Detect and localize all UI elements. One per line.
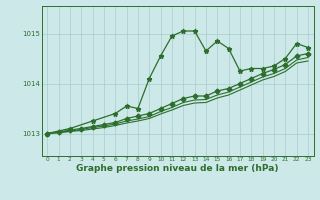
X-axis label: Graphe pression niveau de la mer (hPa): Graphe pression niveau de la mer (hPa): [76, 164, 279, 173]
